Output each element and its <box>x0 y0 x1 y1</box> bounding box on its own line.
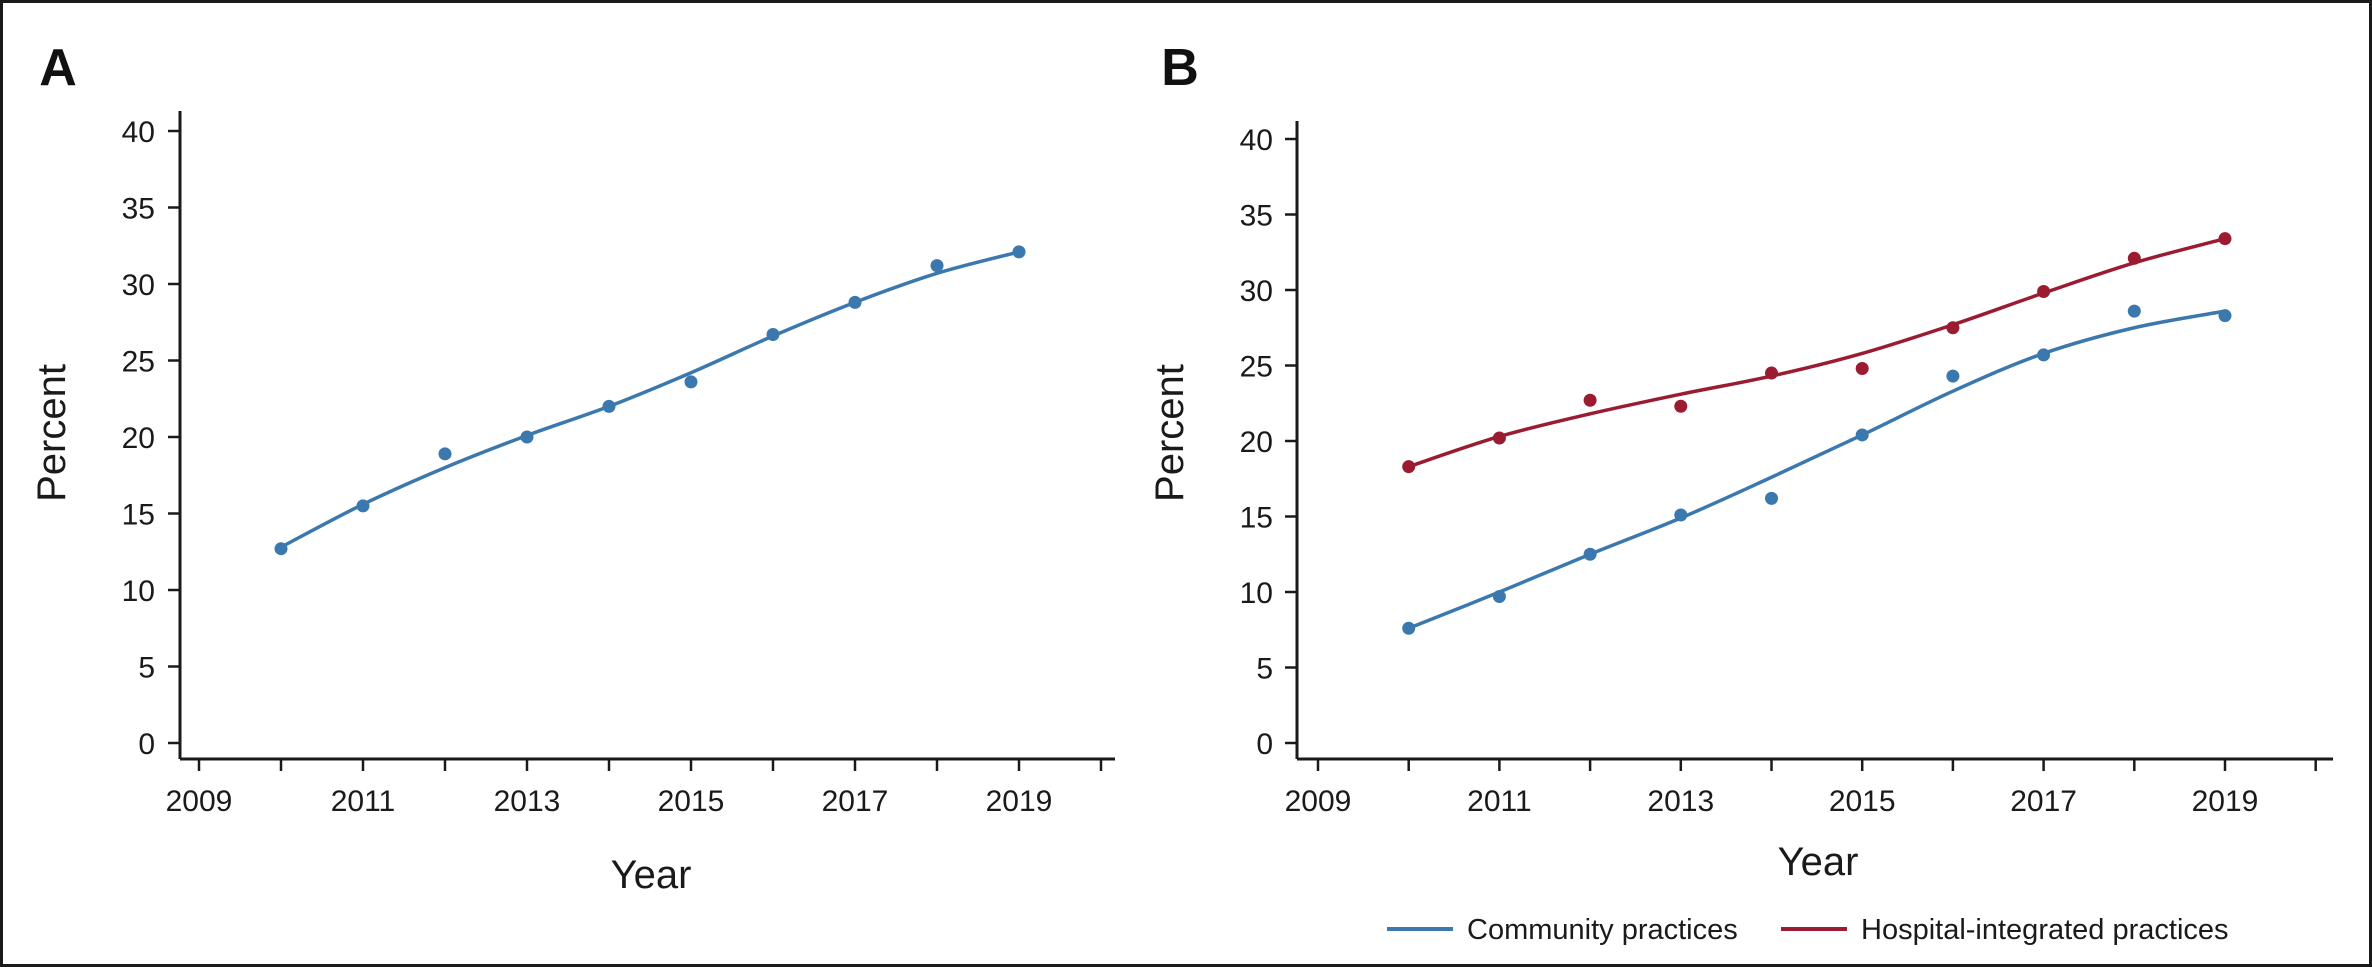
data-point <box>2037 285 2051 299</box>
x-tick-label: 2019 <box>2192 785 2259 818</box>
y-tick-label: 40 <box>1240 124 1273 157</box>
x-axis-title: Year <box>611 853 692 897</box>
x-tick-label: 2017 <box>822 785 889 818</box>
data-point <box>2127 304 2141 318</box>
data-point <box>1674 399 1688 413</box>
data-point <box>2127 251 2141 265</box>
data-point <box>274 542 288 556</box>
y-tick-label: 0 <box>1256 728 1273 761</box>
x-tick-label: 2013 <box>1647 785 1714 818</box>
x-axis-title: Year <box>1778 840 1859 884</box>
data-point <box>2218 232 2232 246</box>
data-point <box>520 430 534 444</box>
y-tick-label: 10 <box>122 575 155 608</box>
y-tick-label: 40 <box>122 116 155 149</box>
legend-label: Hospital-integrated practices <box>1861 914 2229 946</box>
data-point <box>438 447 452 461</box>
data-point <box>1674 508 1688 522</box>
x-tick-label: 2011 <box>1467 785 1532 818</box>
y-tick-label: 25 <box>1240 351 1273 384</box>
y-tick-label: 5 <box>1256 653 1273 686</box>
legend-item: Hospital-integrated practices <box>1781 914 2229 946</box>
data-point <box>1402 460 1416 474</box>
data-point <box>2218 309 2232 323</box>
data-point <box>1012 245 1026 259</box>
y-tick-label: 35 <box>1240 200 1273 233</box>
x-tick-label: 2011 <box>331 785 396 818</box>
y-tick-label: 30 <box>1240 275 1273 308</box>
y-tick-label: 30 <box>122 269 155 302</box>
data-point <box>1946 369 1960 383</box>
y-tick-label: 25 <box>122 346 155 379</box>
y-axis-title: Percent <box>1148 364 1192 502</box>
data-point <box>602 399 616 413</box>
series-hospital-integrated-practices <box>1402 232 2232 474</box>
trend-line <box>280 250 1020 549</box>
x-tick-label: 2009 <box>166 785 233 818</box>
x-tick-label: 2019 <box>986 785 1053 818</box>
data-point <box>1765 366 1778 380</box>
data-point <box>1583 547 1597 561</box>
data-point <box>1402 621 1416 635</box>
x-tick-label: 2015 <box>658 785 725 818</box>
y-axis-title: Percent <box>30 364 74 502</box>
data-point <box>766 327 780 341</box>
data-point <box>930 259 944 273</box>
panel-b: B 0 5 10 15 20 25 30 35 40 2009 2011 2013 2015 2017 201… <box>1148 39 2333 946</box>
trend-line <box>1408 236 2226 469</box>
data-point <box>1765 491 1778 505</box>
y-tick-label: 20 <box>1240 426 1273 459</box>
data-point <box>356 499 370 513</box>
legend: Community practices Hospital-integrated p… <box>1387 914 2229 946</box>
panel-label: A <box>39 39 77 97</box>
series-community-practices <box>1402 304 2232 635</box>
data-point <box>684 375 698 389</box>
y-tick-label: 15 <box>1240 502 1273 535</box>
y-tick-label: 0 <box>138 728 155 761</box>
x-tick-label: 2015 <box>1829 785 1896 818</box>
panel-label: B <box>1161 39 1199 97</box>
data-point <box>1855 428 1869 442</box>
x-tick-label: 2017 <box>2010 785 2077 818</box>
legend-label: Community practices <box>1467 914 1738 946</box>
y-tick-label: 10 <box>1240 577 1273 610</box>
data-point <box>1855 362 1869 376</box>
y-tick-label: 35 <box>122 193 155 226</box>
data-point <box>1492 431 1506 445</box>
y-tick-label: 20 <box>122 422 155 455</box>
x-tick-label: 2009 <box>1285 785 1352 818</box>
data-point <box>1492 590 1506 604</box>
y-tick-label: 5 <box>138 652 155 685</box>
series-community <box>274 245 1026 556</box>
data-point <box>1583 393 1597 407</box>
trend-line <box>1408 309 2226 630</box>
data-point <box>2037 348 2051 362</box>
y-tick-label: 15 <box>122 499 155 532</box>
panel-a: A 0 5 10 15 20 25 30 35 40 2009 2011 2013 2015 2017 201… <box>30 39 1115 897</box>
data-point <box>1946 321 1960 335</box>
data-point <box>848 295 862 309</box>
legend-item: Community practices <box>1387 914 1738 946</box>
x-tick-label: 2013 <box>494 785 561 818</box>
